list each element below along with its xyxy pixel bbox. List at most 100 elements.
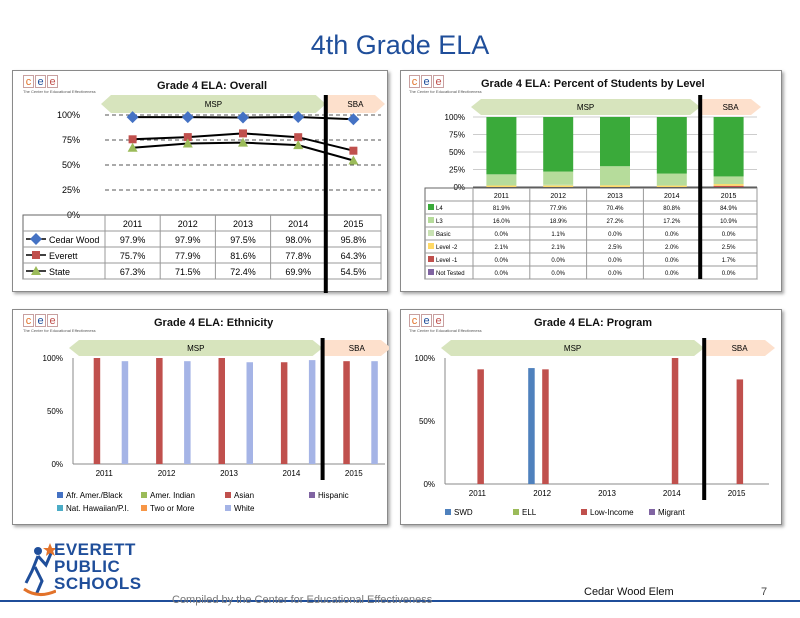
x-tick-label: 2013 xyxy=(233,219,253,229)
bar xyxy=(246,362,253,464)
x-tick-label: 2014 xyxy=(663,489,681,498)
data-point xyxy=(292,111,305,123)
data-label: 77.9% xyxy=(175,251,201,261)
bar xyxy=(308,360,316,464)
stacked-bar-segment xyxy=(713,184,744,186)
data-label: 72.4% xyxy=(230,267,256,277)
stacked-bar-segment xyxy=(713,117,744,177)
data-label: 95.8% xyxy=(341,235,367,245)
data-label: 67.3% xyxy=(120,267,146,277)
data-point xyxy=(293,140,304,150)
sba-band-label: SBA xyxy=(347,100,364,109)
bar xyxy=(343,361,350,464)
bar xyxy=(93,358,101,464)
y-tick-label: 50% xyxy=(47,407,63,416)
logo-letter: e xyxy=(35,314,46,327)
legend-swatch xyxy=(225,492,231,498)
legend-swatch xyxy=(57,492,63,498)
y-tick-label: 100% xyxy=(445,113,465,122)
x-tick-label: 2011 xyxy=(494,193,509,200)
data-label: 2.1% xyxy=(495,245,509,251)
data-point xyxy=(348,155,359,165)
data-point xyxy=(238,137,248,147)
logo-letter: e xyxy=(47,75,58,88)
bar xyxy=(121,361,129,464)
logo-letter: e xyxy=(35,75,46,88)
legend-label: Hispanic xyxy=(318,491,349,500)
overall-chart-panel: c e e The Center for Educational Effecti… xyxy=(12,70,388,293)
footer-divider xyxy=(0,600,800,602)
data-label: 0.0% xyxy=(608,232,622,238)
legend-label: Amer. Indian xyxy=(150,491,195,500)
logo-letter: e xyxy=(421,75,432,88)
x-tick-label: 2012 xyxy=(533,489,551,498)
data-label: 84.9% xyxy=(720,206,738,212)
data-label: 2.0% xyxy=(665,245,679,251)
bar xyxy=(736,379,744,484)
x-tick-label: 2011 xyxy=(469,489,487,498)
data-label: 0.0% xyxy=(608,271,622,277)
data-label: 0.0% xyxy=(608,258,622,264)
levels-chart-panel: c e e The Center for Educational Effecti… xyxy=(400,70,782,292)
sba-band-arrow xyxy=(325,95,385,113)
legend-swatch xyxy=(428,217,434,223)
chart-title: Grade 4 ELA: Program xyxy=(534,317,652,329)
stacked-bar-segment xyxy=(713,185,744,187)
data-label: 0.0% xyxy=(495,232,509,238)
stacked-bar-segment xyxy=(656,173,687,186)
msp-band-label: MSP xyxy=(564,344,581,353)
msp-band-arrow xyxy=(69,340,323,356)
logo-subtitle: The Center for Educational Effectiveness xyxy=(409,89,482,94)
legend-label: White xyxy=(234,504,255,513)
series-name: L3 xyxy=(436,219,443,225)
logo-subtitle: The Center for Educational Effectiveness xyxy=(23,89,96,94)
data-label: 69.9% xyxy=(285,267,311,277)
data-label: 0.0% xyxy=(665,232,679,238)
data-label: 0.0% xyxy=(722,232,736,238)
data-point xyxy=(183,133,192,142)
stacked-bar-segment xyxy=(656,117,687,174)
legend-swatch xyxy=(581,509,587,515)
series-name: Level -2 xyxy=(436,245,458,251)
data-label: 71.5% xyxy=(175,267,201,277)
stacked-bar-segment xyxy=(713,176,744,185)
logo-letter: e xyxy=(433,314,444,327)
page-number: 7 xyxy=(761,586,768,598)
x-tick-label: 2013 xyxy=(607,193,623,200)
data-label: 97.9% xyxy=(120,235,146,245)
y-tick-label: 0% xyxy=(51,460,63,469)
y-tick-label: 75% xyxy=(449,131,465,140)
legend-label: ELL xyxy=(522,508,537,517)
ethnicity-bar-chart: 0% 50% 100% MSP SBA 2011 2012 2013 2014 2015 Afr. … xyxy=(43,338,389,513)
series-name: Level -1 xyxy=(436,258,458,264)
stacked-bar-segment xyxy=(543,184,574,186)
y-tick-label: 100% xyxy=(57,110,80,120)
series-name: State xyxy=(49,267,70,277)
legend-label: Afr. Amer./Black xyxy=(66,491,123,500)
bar xyxy=(528,368,535,484)
stacked-bar-segment xyxy=(600,116,630,167)
data-label: 77.9% xyxy=(550,206,568,212)
logo-subtitle: The Center for Educational Effectiveness xyxy=(23,328,96,333)
data-point xyxy=(347,113,360,126)
compiled-note: Compiled by the Center for Educational E… xyxy=(172,594,433,606)
stacked-bar-segment xyxy=(486,174,517,186)
data-point xyxy=(237,111,249,124)
district-name-line: PUBLIC xyxy=(54,557,121,576)
series-name: Basic xyxy=(436,232,451,238)
stacked-bar-segment xyxy=(543,171,574,185)
data-label: 2.5% xyxy=(722,245,736,251)
x-tick-label: 2011 xyxy=(123,219,142,229)
data-label: 17.2% xyxy=(663,219,681,225)
logo-letter: c xyxy=(409,314,420,327)
x-tick-label: 2011 xyxy=(96,469,114,478)
cee-logo: c e e The Center for Educational Effecti… xyxy=(23,75,96,94)
data-label: 16.0% xyxy=(493,219,511,225)
sba-band-arrow xyxy=(704,340,775,356)
data-label: 0.0% xyxy=(551,271,565,277)
data-label: 0.0% xyxy=(495,258,509,264)
stacked-bar-segment xyxy=(486,185,517,187)
msp-band-label: MSP xyxy=(205,100,222,109)
x-tick-label: 2015 xyxy=(728,489,746,498)
bar xyxy=(477,369,484,484)
